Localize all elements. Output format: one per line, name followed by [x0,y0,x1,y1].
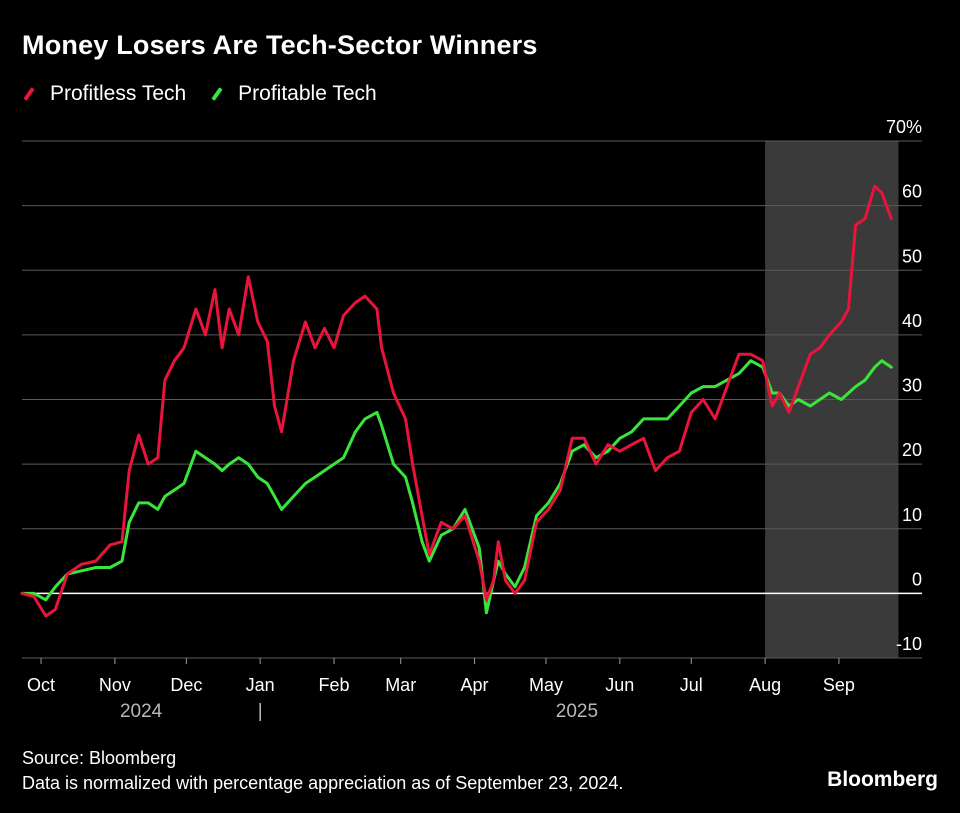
x-tick-label: Jun [605,675,634,695]
y-tick-label: 10 [902,505,922,525]
x-tick-label: Aug [749,675,781,695]
year-label: 2024 [120,701,163,722]
bloomberg-logo: Bloomberg [827,768,938,791]
y-tick-label: 30 [902,376,922,396]
data-note: Data is normalized with percentage appre… [22,773,624,793]
source-note: Source: Bloomberg [22,748,177,768]
x-tick-label: Sep [823,675,855,695]
x-tick-label: Nov [99,675,131,695]
x-tick-label: May [529,675,563,695]
chart-title: Money Losers Are Tech-Sector Winners [22,30,538,60]
year-label: 2025 [556,701,598,722]
x-tick-label: Jul [680,675,703,695]
y-tick-label: 60 [902,182,922,202]
y-tick-label: 70% [886,117,922,137]
y-tick-label: -10 [896,634,922,654]
y-tick-label: 20 [902,440,922,460]
legend-label-profitable: Profitable Tech [238,82,377,105]
x-tick-label: Feb [318,675,349,695]
x-tick-label: Oct [27,675,55,695]
series-line-profitless [20,184,893,618]
x-tick-label: Mar [385,675,416,695]
x-tick-label: Dec [170,675,202,695]
legend: Profitless Tech Profitable Tech [22,82,401,106]
year-label: | [258,701,263,722]
series-line-profitable [20,359,893,615]
y-tick-label: 50 [902,246,922,266]
footer-notes: Source: Bloomberg Data is normalized wit… [22,746,623,796]
y-tick-label: 40 [902,311,922,331]
legend-item-profitless: Profitless Tech [22,82,186,106]
x-tick-label: Jan [246,675,275,695]
legend-item-profitable: Profitable Tech [210,82,377,106]
chart-svg: 70% 60 50 40 30 20 10 0 -10 Oct Nov Dec Jan Feb Mar Apr… [20,117,922,722]
legend-label-profitless: Profitless Tech [50,82,187,105]
y-tick-label: 0 [912,569,922,589]
x-tick-label: Apr [461,675,489,695]
